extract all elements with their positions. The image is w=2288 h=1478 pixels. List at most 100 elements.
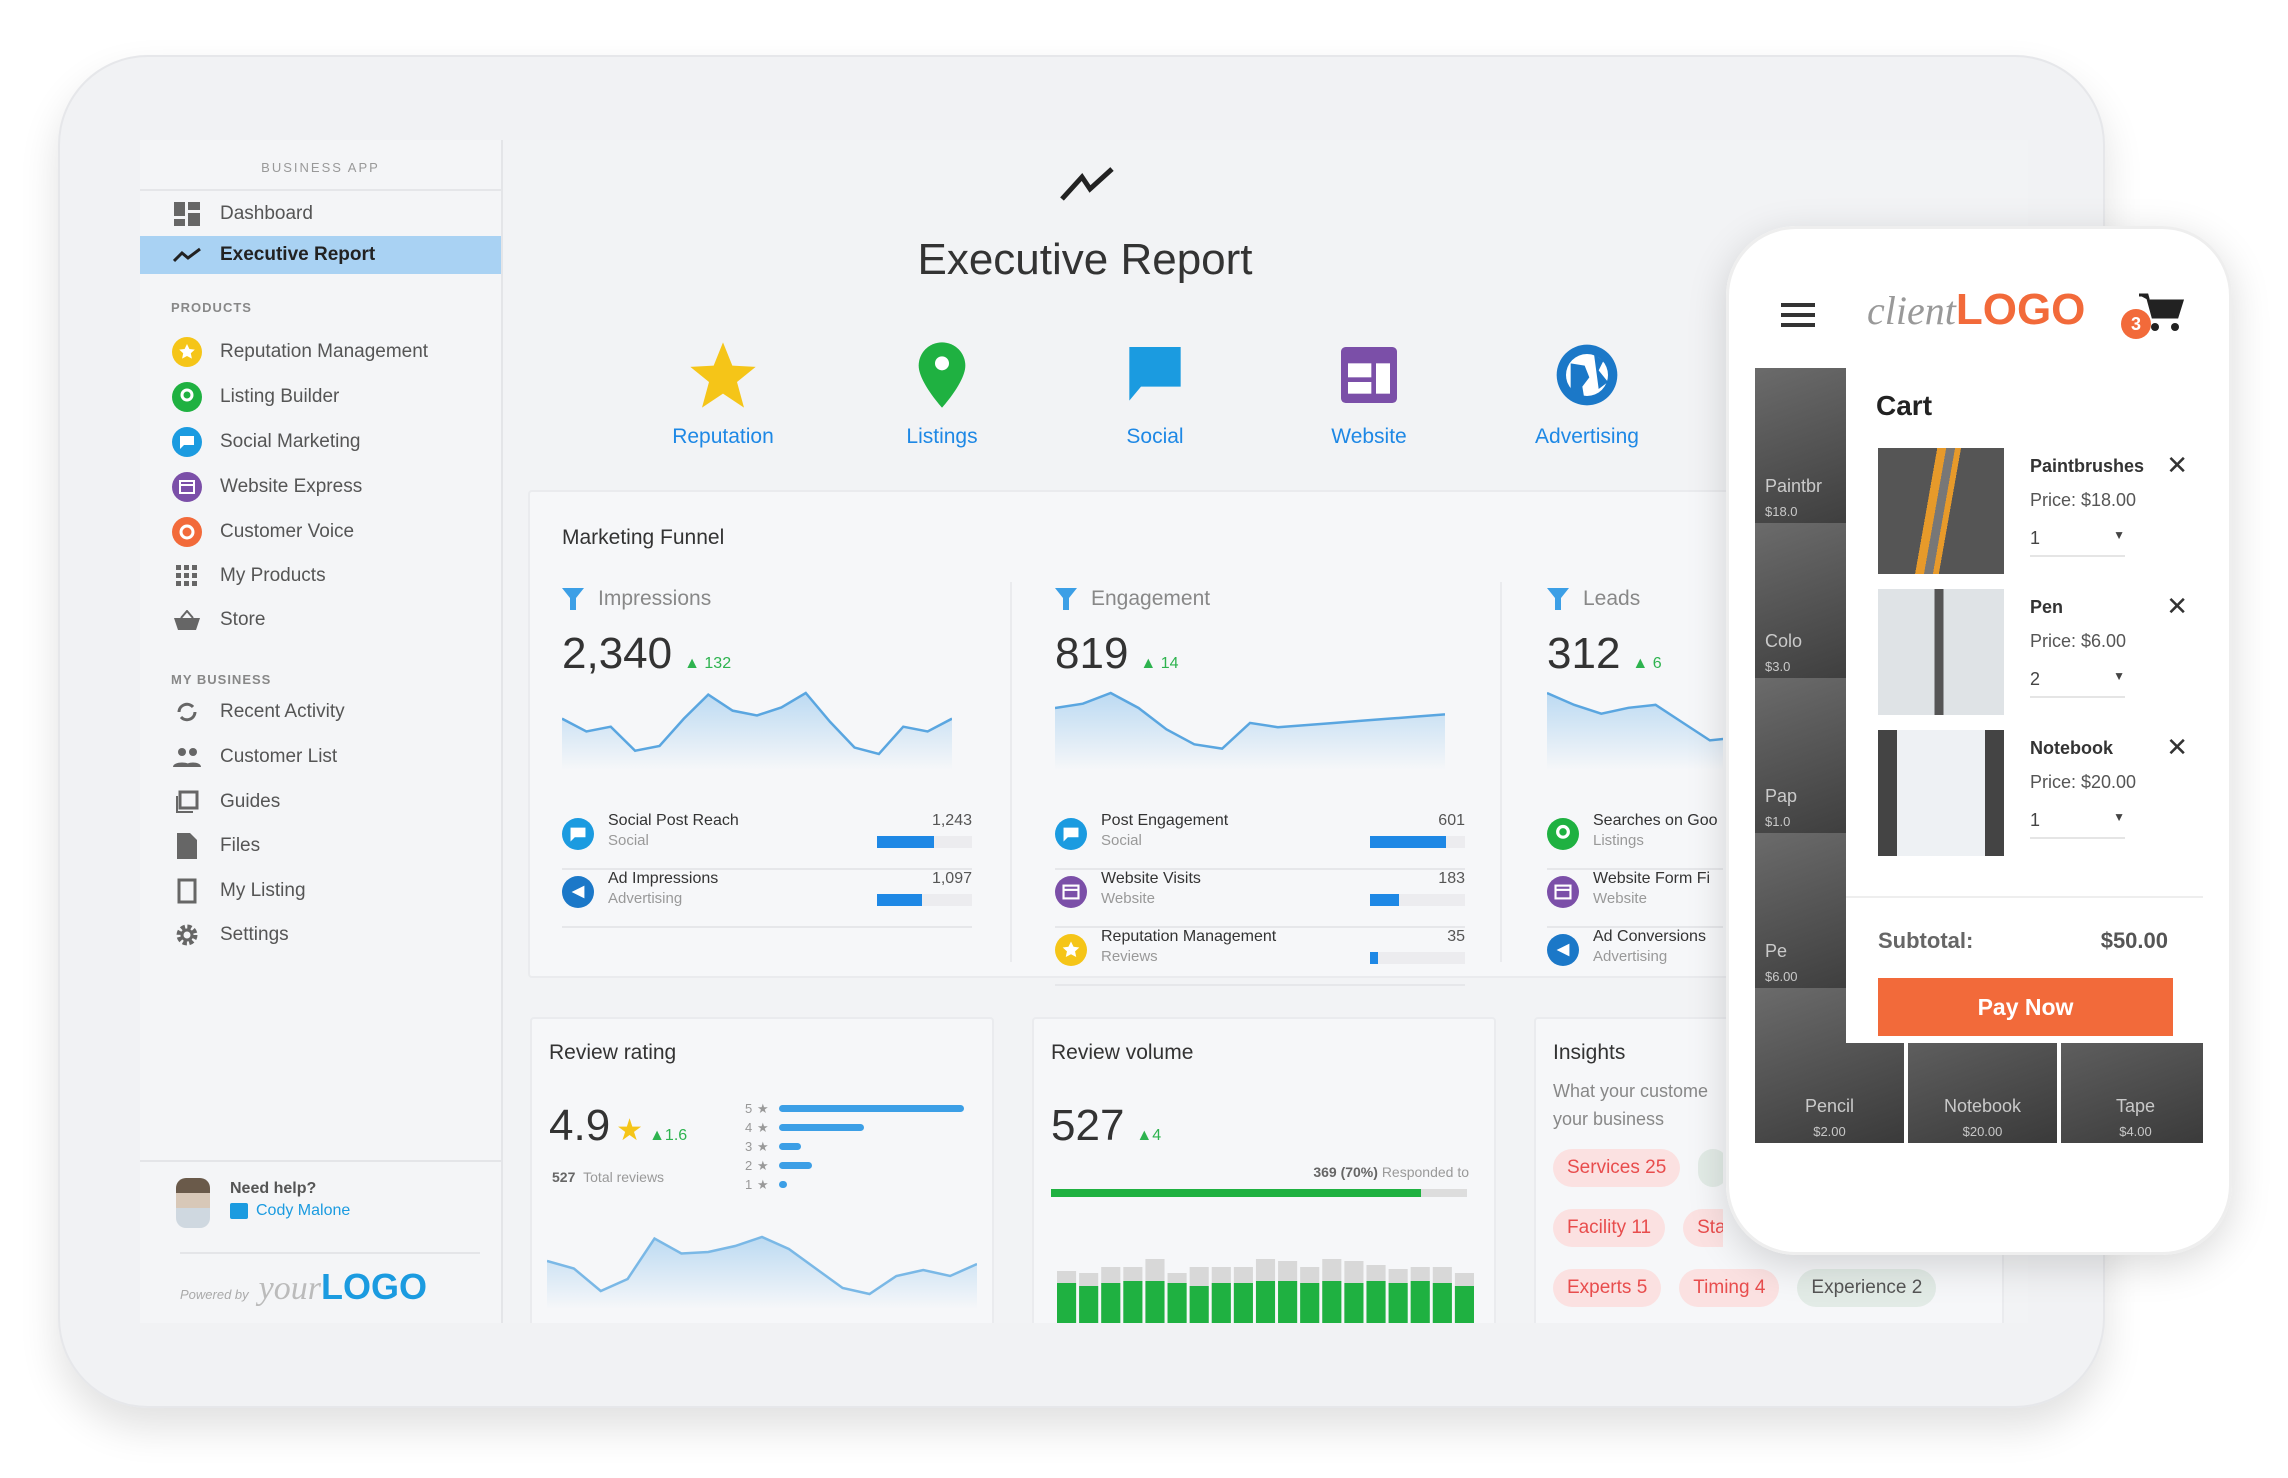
row-progress bbox=[877, 894, 972, 906]
menu-icon[interactable] bbox=[1781, 303, 1815, 327]
remove-item-button[interactable]: ✕ bbox=[2166, 591, 2188, 621]
subtotal-value: $50.00 bbox=[2100, 928, 2168, 953]
sidebar-item-files[interactable]: Files bbox=[140, 827, 501, 865]
insight-chip[interactable]: Experts 5 bbox=[1553, 1269, 1662, 1307]
insights-subtitle: What your custome your business bbox=[1553, 1081, 1709, 1129]
sidebar-item-customer-list[interactable]: Customer List bbox=[140, 738, 501, 776]
help-contact-link[interactable]: Cody Malone bbox=[230, 1202, 350, 1220]
sidebar-item-label: Customer List bbox=[220, 746, 338, 767]
review-volume-card: Review volume 527 ▲4 369 (70%) Responded… bbox=[1032, 1017, 1496, 1323]
divider bbox=[1846, 896, 2203, 898]
sidebar-item-recent-activity[interactable]: Recent Activity bbox=[140, 693, 501, 731]
sidebar-item-store[interactable]: Store bbox=[140, 601, 501, 639]
volume-bar-responded bbox=[1322, 1281, 1342, 1323]
funnel-row[interactable]: Website Form Fi Website bbox=[1547, 870, 1723, 928]
insights-card: Insights What your custome your business … bbox=[1534, 1017, 2004, 1323]
funnel-sparkline bbox=[1055, 691, 1445, 770]
sidebar-item-guides[interactable]: Guides bbox=[140, 783, 501, 821]
volume-bar-responded bbox=[1388, 1283, 1408, 1323]
responded-progress bbox=[1051, 1189, 1467, 1197]
sidebar-item-my-listing[interactable]: My Listing bbox=[140, 872, 501, 910]
quantity-select[interactable]: 1 ▼ bbox=[2030, 528, 2125, 557]
listing-icon bbox=[172, 876, 202, 906]
product-listings[interactable]: Listings bbox=[857, 340, 1027, 449]
sidebar-item-executive-report[interactable]: Executive Report bbox=[140, 236, 501, 274]
trend-icon bbox=[172, 240, 202, 270]
quantity-select[interactable]: 1 ▼ bbox=[2030, 810, 2125, 839]
cart-button[interactable]: 3 bbox=[2121, 291, 2185, 339]
volume-bar-responded bbox=[1101, 1283, 1121, 1323]
product-social[interactable]: Social bbox=[1070, 340, 1240, 449]
funnel-row[interactable]: Ad Conversions Advertising bbox=[1547, 928, 1723, 967]
funnel-row[interactable]: Website Visits Website 183 bbox=[1055, 870, 1495, 928]
chevron-down-icon: ▼ bbox=[2113, 528, 2125, 542]
people-icon bbox=[172, 742, 202, 772]
column-label: Engagement bbox=[1091, 587, 1211, 610]
basket-icon bbox=[172, 605, 202, 635]
product-reputation[interactable]: Reputation bbox=[638, 340, 808, 449]
powered-by-label: Powered by bbox=[180, 1287, 249, 1302]
cart-title: Cart bbox=[1876, 390, 1933, 421]
volume-bar-responded bbox=[1366, 1281, 1386, 1323]
column-delta: ▲ 14 bbox=[1140, 655, 1179, 672]
remove-item-button[interactable]: ✕ bbox=[2166, 732, 2188, 762]
website-icon bbox=[172, 472, 202, 502]
sidebar-item-label: Settings bbox=[220, 924, 289, 945]
avatar[interactable] bbox=[176, 1178, 210, 1228]
insight-chip[interactable]: Sta bbox=[1683, 1209, 1723, 1247]
sidebar-item-website-express[interactable]: Website Express bbox=[140, 468, 501, 506]
product-label: Social bbox=[1126, 425, 1184, 448]
sidebar-item-social-marketing[interactable]: Social Marketing bbox=[140, 423, 501, 461]
sidebar-item-label: Guides bbox=[220, 791, 281, 812]
app-screen: BUSINESS APP Dashboard Executive Report … bbox=[140, 140, 2028, 1323]
app-label: BUSINESS APP bbox=[140, 160, 501, 191]
sparkline-line bbox=[1547, 691, 1723, 742]
total-reviews: 527 Total reviews bbox=[552, 1169, 665, 1185]
funnel-sparkline bbox=[1547, 691, 1723, 770]
insight-chip[interactable]: Facility 11 bbox=[1553, 1209, 1666, 1247]
product-image bbox=[1878, 730, 2004, 856]
pay-now-button[interactable]: Pay Now bbox=[1878, 978, 2173, 1036]
sidebar-item-settings[interactable]: Settings bbox=[140, 916, 501, 954]
product-website[interactable]: Website bbox=[1284, 340, 1454, 449]
volume-bar-responded bbox=[1233, 1283, 1253, 1323]
insight-chip[interactable]: Services 25 bbox=[1553, 1149, 1681, 1187]
your-logo: yourLOGO bbox=[258, 1266, 427, 1307]
sidebar-item-label: Social Marketing bbox=[220, 431, 361, 452]
sparkline-line bbox=[547, 1235, 977, 1296]
star-icon bbox=[172, 337, 202, 367]
sidebar-item-listing-builder[interactable]: Listing Builder bbox=[140, 378, 501, 416]
funnel-column-engagement: Engagement 819 ▲ 14 Post Engagement Social… bbox=[1055, 587, 1465, 986]
funnel-row[interactable]: Searches on Goo Listings bbox=[1547, 812, 1723, 870]
funnel-row[interactable]: Post Engagement Social 601 bbox=[1055, 812, 1495, 870]
star-bar bbox=[779, 1181, 787, 1188]
funnel-sparkline bbox=[562, 691, 952, 770]
insight-chip[interactable] bbox=[1698, 1149, 1723, 1187]
star-icon bbox=[688, 342, 758, 414]
chip-row: Experts 5 Timing 4 Experience 2 bbox=[1553, 1269, 2028, 1323]
remove-item-button[interactable]: ✕ bbox=[2166, 450, 2188, 480]
pin-icon bbox=[172, 382, 202, 412]
sidebar-item-reputation-management[interactable]: Reputation Management bbox=[140, 333, 501, 371]
funnel-column-impressions: Impressions 2,340 ▲ 132 Social Post Reach… bbox=[562, 587, 972, 967]
subtotal-label: Subtotal: bbox=[1878, 928, 1974, 953]
funnel-icon bbox=[1055, 588, 1077, 610]
quantity-select[interactable]: 2 ▼ bbox=[2030, 669, 2125, 698]
main-content: Executive Report Reputation Listings Socia… bbox=[505, 140, 2028, 1323]
product-image bbox=[1878, 448, 2004, 574]
star-bar-row: 2 ★ bbox=[745, 1156, 964, 1175]
funnel-row[interactable]: Ad Impressions Advertising 1,097 bbox=[562, 870, 1002, 928]
cart-item: Paintbrushes Price: $18.00 1 ▼ ✕ bbox=[1878, 448, 2188, 578]
sidebar-item-customer-voice[interactable]: Customer Voice bbox=[140, 513, 501, 551]
funnel-icon bbox=[562, 588, 584, 610]
sidebar-item-my-products[interactable]: My Products bbox=[140, 557, 501, 595]
funnel-row[interactable]: Social Post Reach Social 1,243 bbox=[562, 812, 1002, 870]
rating-value: 4.9 ★ ▲1.6 bbox=[549, 1101, 688, 1150]
funnel-row[interactable]: Reputation Management Reviews 35 bbox=[1055, 928, 1495, 986]
product-image bbox=[1878, 589, 2004, 715]
sidebar-item-dashboard[interactable]: Dashboard bbox=[140, 195, 501, 233]
sparkline-line bbox=[1055, 691, 1445, 750]
insight-chip[interactable]: Experience 2 bbox=[1797, 1269, 1937, 1307]
insight-chip[interactable]: Timing 4 bbox=[1679, 1269, 1780, 1307]
product-advertising[interactable]: Advertising bbox=[1502, 340, 1672, 449]
